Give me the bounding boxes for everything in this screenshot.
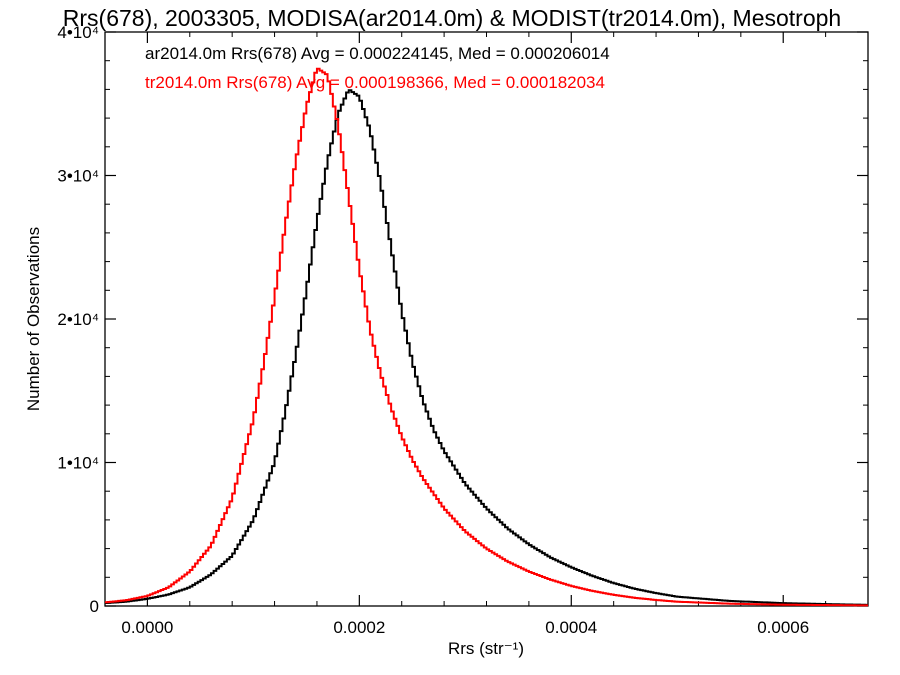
x-axis-label: Rrs (str⁻¹) <box>448 639 524 658</box>
series-line-1 <box>105 89 868 606</box>
plot-frame <box>104 31 869 607</box>
chart-title: Rrs(678), 2003305, MODISA(ar2014.0m) & M… <box>63 5 841 31</box>
y-tick-label: 3•10⁴ <box>57 167 99 186</box>
x-tick-label: 0.0004 <box>545 618 597 637</box>
y-axis-label: Number of Observations <box>24 227 43 411</box>
y-tick-label: 2•10⁴ <box>57 310 99 329</box>
x-tick-label: 0.0000 <box>121 618 173 637</box>
series-line-2 <box>105 67 868 607</box>
legend-entry-2: tr2014.0m Rrs(678) Avg = 0.000198366, Me… <box>145 73 605 92</box>
x-tick-label: 0.0006 <box>757 618 809 637</box>
series-layer <box>105 67 868 607</box>
x-tick-label: 0.0002 <box>333 618 385 637</box>
y-tick-label: 1•10⁴ <box>57 454 99 473</box>
y-tick-label: 4•10⁴ <box>57 23 99 42</box>
y-tick-label: 0 <box>90 597 99 616</box>
y-axis: 0 1•10⁴ 2•10⁴ 3•10⁴ 4•10⁴ <box>57 23 868 616</box>
x-axis: 0.0000 0.0002 0.0004 0.0006 <box>121 32 827 637</box>
legend: ar2014.0m Rrs(678) Avg = 0.000224145, Me… <box>145 44 610 92</box>
legend-entry-1: ar2014.0m Rrs(678) Avg = 0.000224145, Me… <box>145 44 610 63</box>
